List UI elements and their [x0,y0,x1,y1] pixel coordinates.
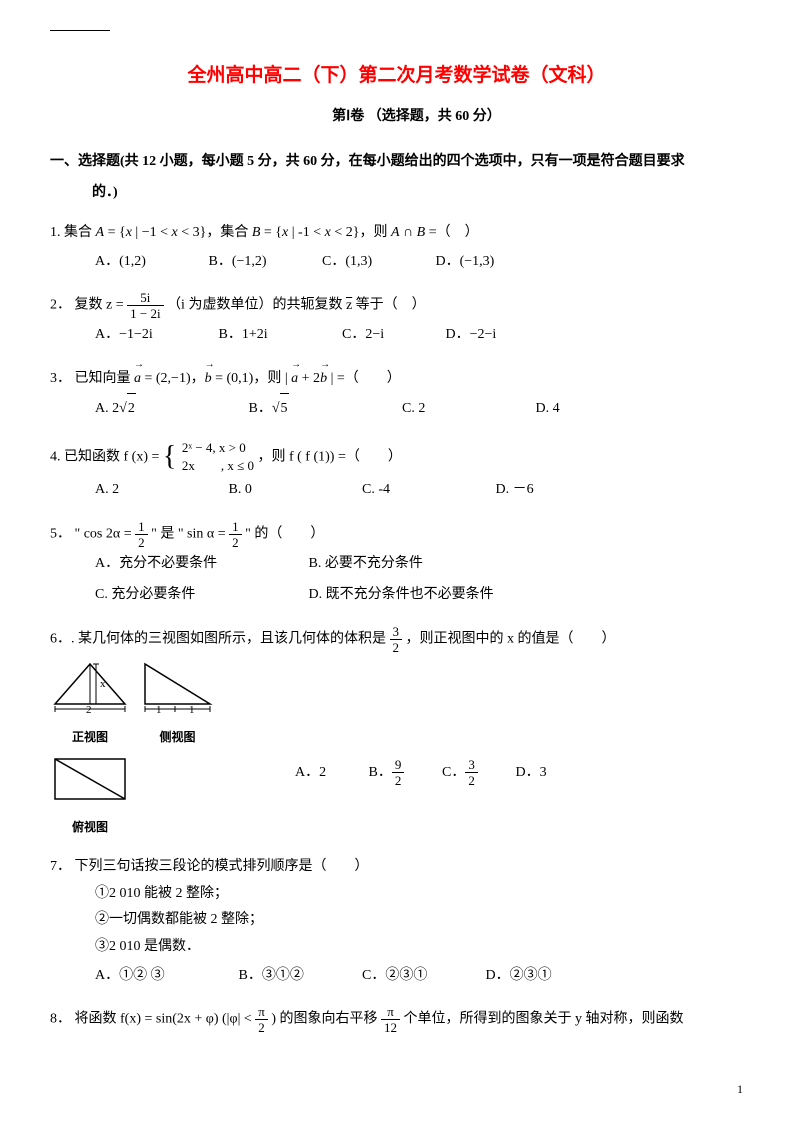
q5-text-p3: " 的（ ） [245,527,324,542]
q2-text-pre: 复数 z = [75,298,128,313]
q2-text-end: 等于（ ） [356,298,426,313]
left-brace-icon: { [163,449,176,466]
q3-text: 已知向量 a = (2,−1)，b = (0,1)，则 | a + 2b | =… [75,371,401,386]
q8-text-p2: ) 的图象向右平移 [271,1012,381,1027]
svg-text:2: 2 [86,704,92,714]
q7-opt-d: D．②③① [486,961,586,992]
q2-opt-d: D．−2−i [446,320,546,351]
q8-text-p1: 将函数 f(x) = sin(2x + φ) (|φ| < [75,1012,256,1027]
q4-opt-c: C. -4 [362,475,492,506]
q5-opt-c: C. 充分必要条件 [95,580,305,611]
q4-opt-b: B. 0 [229,475,359,506]
front-view-svg: x 2 [50,659,130,714]
q2-options: A．−1−2i B．1+2i C．2−i D．−2−i [50,320,743,351]
section-header: 一、选择题(共 12 小题，每小题 5 分，共 60 分，在每小题给出的四个选项… [50,147,743,209]
svg-text:1: 1 [156,704,162,714]
q7-s2: ②一切偶数都能被 2 整除； [95,907,743,934]
q7-options: A．①② ③ B．③①② C．②③① D．②③① [50,961,743,992]
q1-opt-a: A．(1,2) [95,247,205,278]
page-number: 1 [737,1082,743,1097]
q3-num: 3． [50,371,71,386]
q1-opt-b: B．(−1,2) [209,247,319,278]
q6-text-post: ，则正视图中的 x 的值是（ ） [406,631,616,646]
question-7: 7． 下列三句话按三段论的模式排列顺序是（ ） ①2 010 能被 2 整除； … [50,853,743,992]
q2-fraction: 5i 1 − 2i [127,291,163,320]
q7-num: 7． [50,859,71,874]
q2-text-post: （i 为虚数单位）的共轭复数 [167,298,342,313]
q7-opt-b: B．③①② [239,961,359,992]
question-1: 1. 集合 A = {x | −1 < x < 3}，集合 B = {x | -… [50,219,743,278]
q6-opt-a: A．2 [295,758,365,789]
q1-opt-c: C．(1,3) [322,247,432,278]
q1-num: 1. [50,225,61,240]
q1-opt-d: D．(−1,3) [436,247,546,278]
q1-options: A．(1,2) B．(−1,2) C．(1,3) D．(−1,3) [50,247,743,278]
q7-opt-c: C．②③① [362,961,482,992]
q2-opt-a: A．−1−2i [95,320,215,351]
q3-opt-c: C. 2 [402,394,532,425]
q6-opt-b: B．92 [369,758,439,789]
q4-num: 4. [50,449,61,464]
q7-statements: ①2 010 能被 2 整除； ②一切偶数都能被 2 整除； ③2 010 是偶… [50,881,743,961]
q5-opt-d: D. 既不充分条件也不必要条件 [309,580,494,611]
q8-frac2: π12 [381,1005,400,1034]
question-4: 4. 已知函数 f (x) = { 2ˣ − 4, x > 0 2x , x ≤… [50,439,743,506]
q8-frac1: π2 [255,1005,268,1034]
q5-text-p1: " cos 2α = [75,527,136,542]
q2-conjugate: z [346,292,352,320]
q6-opt-d: D．3 [516,758,576,789]
q6-frac: 32 [390,625,403,654]
q2-opt-c: C．2−i [342,320,442,351]
front-view: x 2 正视图 [50,659,130,749]
header-rule [50,30,110,31]
top-view-svg [50,754,130,804]
question-3: 3． 已知向量 a = (2,−1)，b = (0,1)，则 | a + 2b … [50,365,743,425]
q3-opt-a: A. 22 [95,393,245,425]
q7-s1: ①2 010 能被 2 整除； [95,881,743,908]
side-view: 1 1 侧视图 [140,659,215,749]
question-8: 8． 将函数 f(x) = sin(2x + φ) (|φ| < π2 ) 的图… [50,1005,743,1034]
q5-opt-a: A．充分不必要条件 [95,549,305,580]
q6-figure-row: x 2 正视图 1 1 侧视图 [50,654,743,839]
q3-options: A. 22 B．5 C. 2 D. 4 [50,393,743,425]
svg-text:1: 1 [189,704,195,714]
q1-text: 集合 A = {x | −1 < x < 3}，集合 B = {x | -1 <… [64,225,479,240]
q5-frac2: 12 [229,520,242,549]
top-view: 俯视图 [50,754,130,839]
section-line1: 一、选择题(共 12 小题，每小题 5 分，共 60 分，在每小题给出的四个选项… [50,154,685,169]
q5-num: 5． [50,527,71,542]
q6-options: A．2 B．92 C．32 D．3 [215,758,576,794]
q2-opt-b: B．1+2i [219,320,339,351]
question-5: 5． " cos 2α = 12 " 是 " sin α = 12 " 的（ ）… [50,520,743,611]
q4-piecewise: 2ˣ − 4, x > 0 2x , x ≤ 0 [182,439,254,475]
q3-opt-d: D. 4 [536,394,616,425]
q4-text-pre: 已知函数 f (x) = [64,449,163,464]
q4-text-post: ，则 f ( f (1)) =（ ） [257,449,401,464]
q4-opt-a: A. 2 [95,475,225,506]
q8-num: 8． [50,1012,71,1027]
q7-text: 下列三句话按三段论的模式排列顺序是（ ） [75,859,369,874]
q7-opt-a: A．①② ③ [95,961,235,992]
q5-frac1: 12 [135,520,148,549]
q4-opt-d: D. －6 [496,475,596,506]
q5-options: A．充分不必要条件 B. 必要不充分条件 C. 充分必要条件 D. 既不充分条件… [50,549,743,611]
q6-num: 6．. [50,631,75,646]
section-line2: 的．) [50,185,118,200]
q8-text-p3: 个单位，所得到的图象关于 y 轴对称，则函数 [404,1012,684,1027]
q2-num: 2． [50,298,71,313]
q5-opt-b: B. 必要不充分条件 [309,549,423,580]
q6-diagrams: x 2 正视图 1 1 侧视图 [50,654,215,839]
q6-opt-c: C．32 [442,758,512,789]
q4-options: A. 2 B. 0 C. -4 D. －6 [50,475,743,506]
q3-opt-b: B．5 [249,393,399,425]
exam-subtitle: 第Ⅰ卷 （选择题，共 60 分） [50,105,743,125]
q7-s3: ③2 010 是偶数． [95,934,743,961]
svg-text:x: x [100,678,106,690]
question-2: 2． 复数 z = 5i 1 − 2i （i 为虚数单位）的共轭复数 z 等于（… [50,291,743,351]
exam-title: 全州高中高二（下）第二次月考数学试卷（文科） [50,60,743,87]
q6-text-pre: 某几何体的三视图如图所示，且该几何体的体积是 [78,631,386,646]
side-view-svg: 1 1 [140,659,215,714]
q5-text-p2: " 是 " sin α = [151,527,229,542]
question-6: 6．. 某几何体的三视图如图所示，且该几何体的体积是 32 ，则正视图中的 x … [50,625,743,839]
